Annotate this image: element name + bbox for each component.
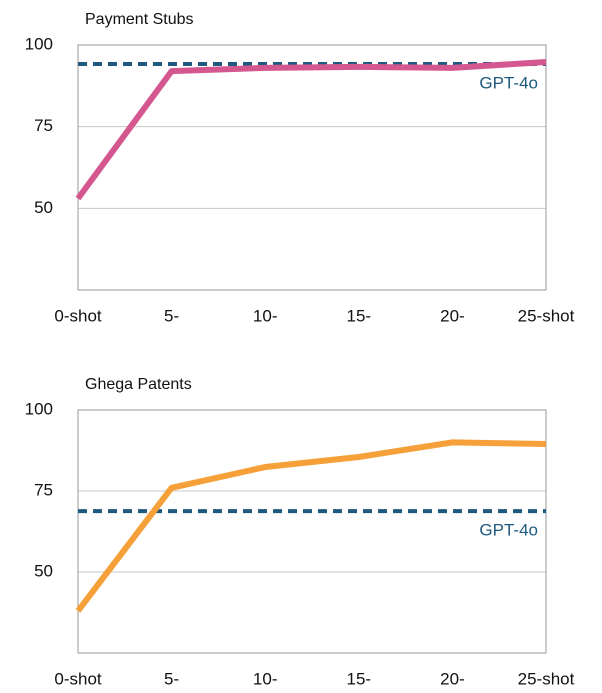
x-tick-label: 5- <box>164 306 179 325</box>
x-tick-label: 20- <box>440 669 465 688</box>
y-tick-label: 50 <box>34 561 53 580</box>
x-tick-label: 15- <box>347 669 372 688</box>
reference-label: GPT-4o <box>479 521 538 540</box>
y-tick-label: 100 <box>25 34 53 53</box>
plot-frame <box>77 44 547 291</box>
reference-label: GPT-4o <box>479 73 538 92</box>
x-tick-label: 5- <box>164 669 179 688</box>
plot-frame <box>77 409 547 654</box>
x-tick-label: 10- <box>253 306 278 325</box>
x-tick-label: 25-shot <box>518 306 575 325</box>
x-tick-label: 0-shot <box>54 669 102 688</box>
chart-title: Payment Stubs <box>85 11 194 28</box>
y-tick-label: 75 <box>34 480 53 499</box>
x-tick-label: 15- <box>347 306 372 325</box>
data-line <box>75 439 547 613</box>
x-tick-label: 0-shot <box>54 306 102 325</box>
data-line <box>75 58 547 201</box>
chart-title: Ghega Patents <box>85 376 192 393</box>
x-tick-label: 25-shot <box>518 669 575 688</box>
y-tick-label: 50 <box>34 198 53 217</box>
x-tick-label: 10- <box>253 669 278 688</box>
y-tick-label: 75 <box>34 116 53 135</box>
x-tick-label: 20- <box>440 306 465 325</box>
y-tick-label: 100 <box>25 399 53 418</box>
